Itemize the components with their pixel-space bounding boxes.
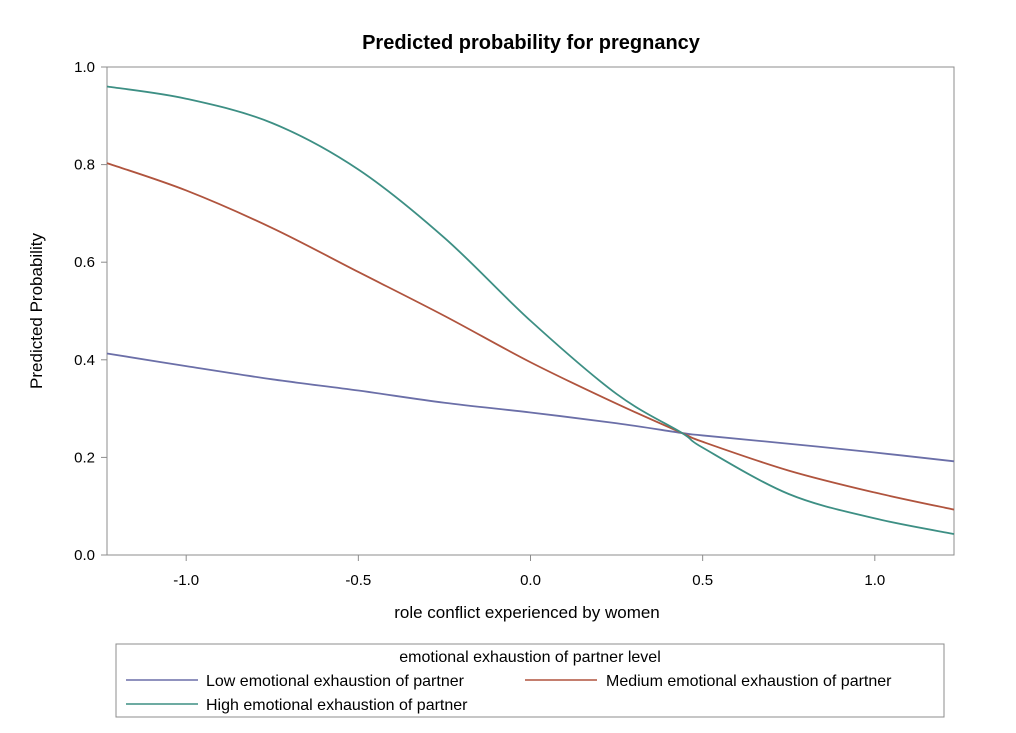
y-tick-label: 0.0	[74, 547, 95, 564]
legend-title: emotional exhaustion of partner level	[399, 649, 661, 666]
x-axis: -1.0 -0.5 0.0 0.5 1.0	[173, 555, 885, 589]
series-lines	[106, 85, 955, 535]
series-line-medium	[106, 162, 955, 511]
series-line-low	[106, 352, 955, 463]
x-tick-label: 1.0	[864, 572, 885, 589]
x-tick-label: 0.0	[520, 572, 541, 589]
y-axis-label: Predicted Probability	[27, 233, 46, 389]
x-tick-label: -1.0	[173, 572, 199, 589]
legend-label-low: Low emotional exhaustion of partner	[206, 673, 465, 690]
legend-label-high: High emotional exhaustion of partner	[206, 697, 468, 714]
legend: emotional exhaustion of partner level Lo…	[115, 643, 945, 718]
legend-frame	[115, 643, 945, 718]
x-axis-label: role conflict experienced by women	[394, 603, 660, 622]
y-tick-label: 0.4	[74, 352, 95, 369]
x-tick-label: -0.5	[345, 572, 371, 589]
y-axis: 0.0 0.2 0.4 0.6 0.8 1.0	[74, 59, 107, 564]
y-tick-label: 0.8	[74, 157, 95, 174]
legend-label-medium: Medium emotional exhaustion of partner	[606, 673, 892, 690]
chart-title: Predicted probability for pregnancy	[362, 32, 701, 54]
y-tick-label: 1.0	[74, 59, 95, 76]
x-tick-label: 0.5	[692, 572, 713, 589]
series-line-high	[106, 85, 955, 535]
y-tick-label: 0.2	[74, 449, 95, 466]
y-tick-label: 0.6	[74, 254, 95, 271]
